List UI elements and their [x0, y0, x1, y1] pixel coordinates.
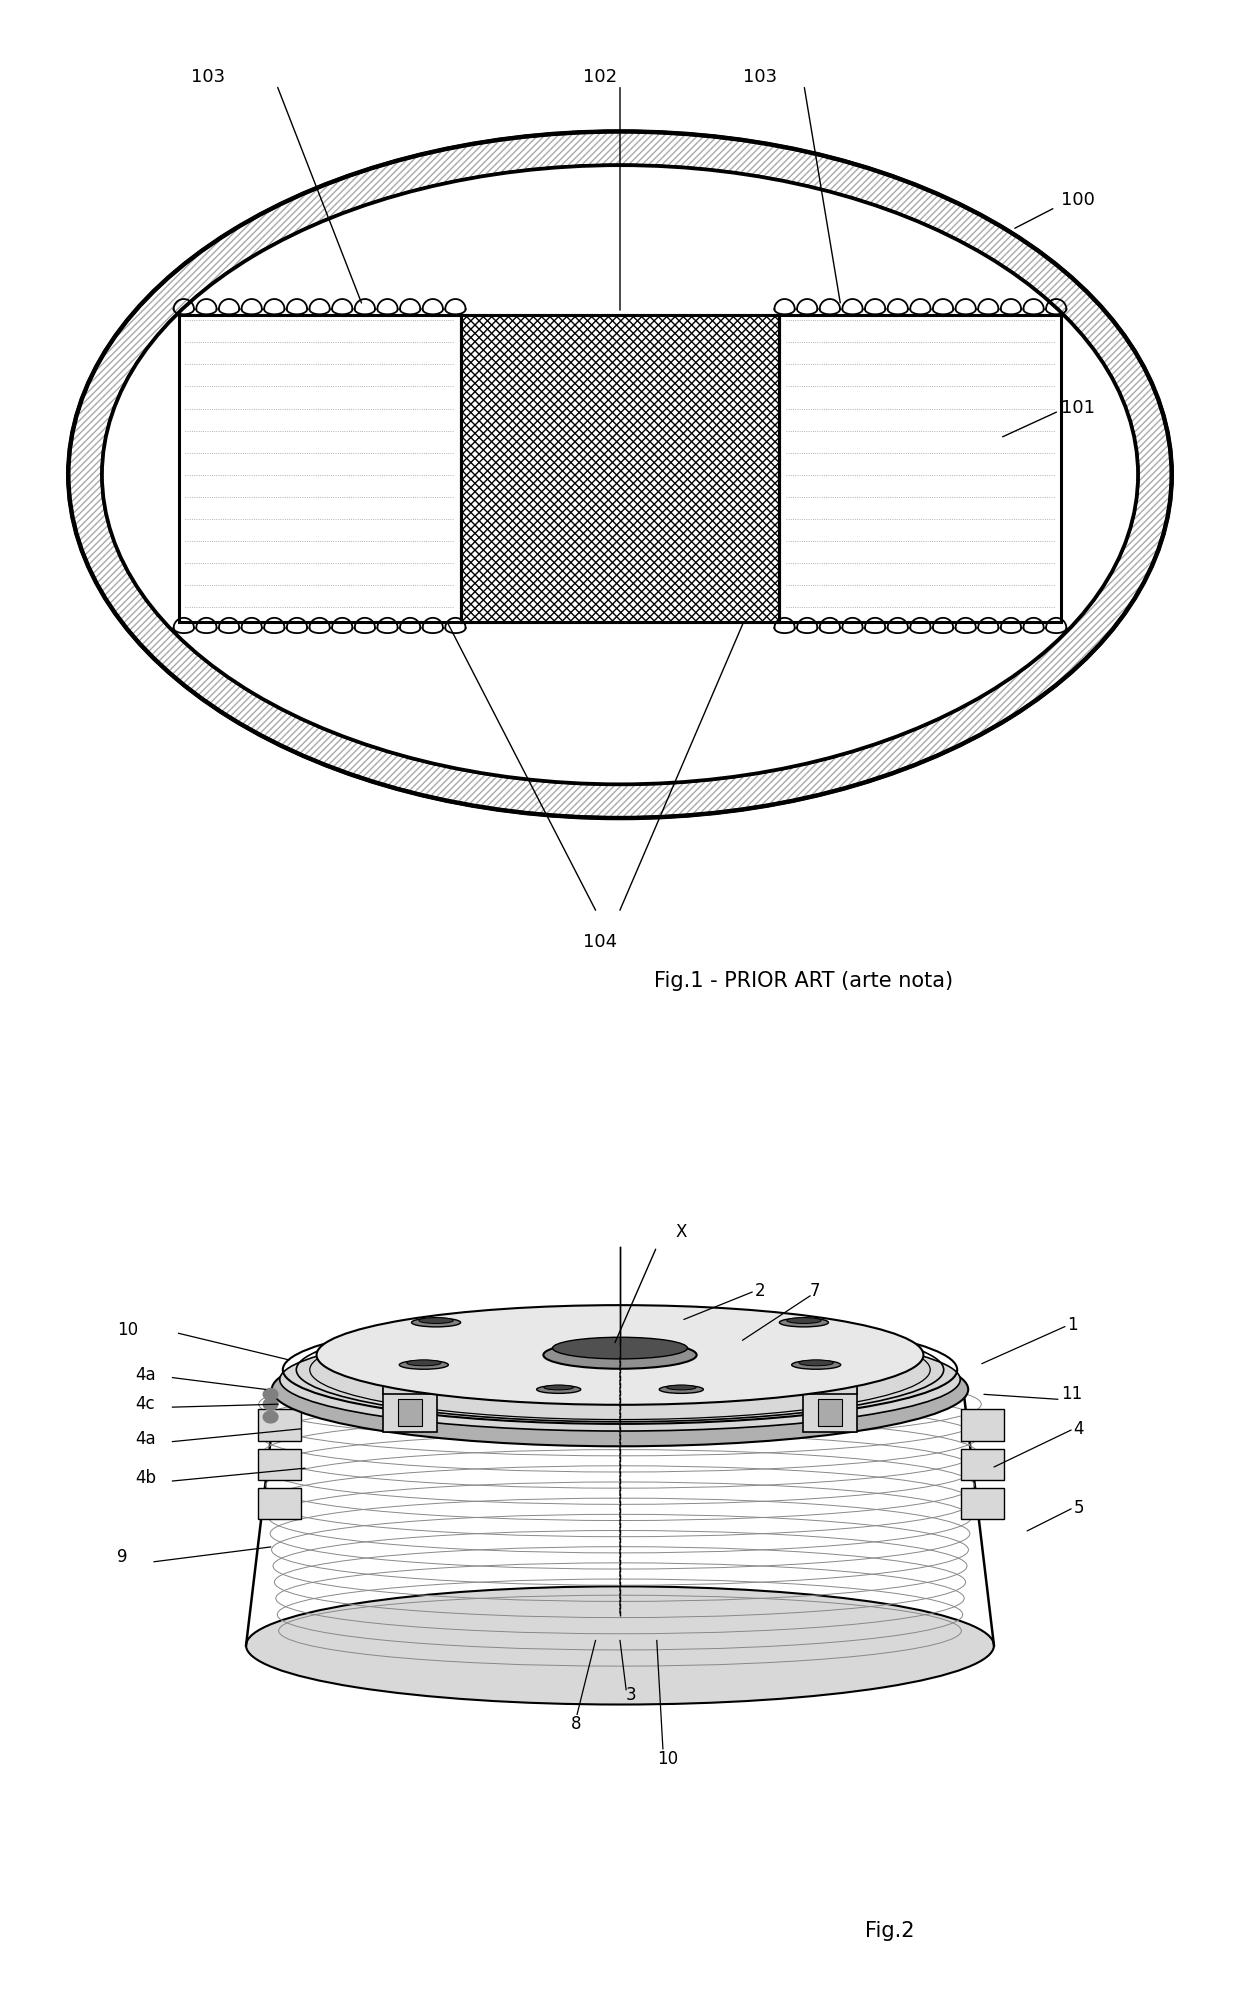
FancyBboxPatch shape: [383, 1388, 436, 1432]
Bar: [780, 316, 1061, 621]
Bar: [460, 316, 780, 621]
Ellipse shape: [324, 1308, 916, 1402]
Ellipse shape: [786, 1318, 821, 1324]
Ellipse shape: [407, 1360, 441, 1366]
Text: 104: 104: [583, 933, 618, 951]
Text: 103: 103: [743, 68, 776, 86]
Bar: [258, 1410, 301, 1440]
Bar: [817, 1360, 842, 1388]
Text: 2: 2: [755, 1282, 765, 1300]
Text: 5: 5: [1074, 1498, 1084, 1516]
Ellipse shape: [412, 1318, 460, 1326]
Text: 11: 11: [1061, 1386, 1083, 1404]
Ellipse shape: [419, 1318, 454, 1324]
Ellipse shape: [791, 1360, 841, 1370]
Text: 7: 7: [810, 1282, 821, 1300]
Text: 4: 4: [1074, 1420, 1084, 1438]
Circle shape: [263, 1398, 278, 1410]
Text: 4a: 4a: [135, 1366, 156, 1384]
Text: X: X: [675, 1222, 687, 1240]
Ellipse shape: [544, 1386, 573, 1390]
FancyBboxPatch shape: [804, 1350, 857, 1394]
Ellipse shape: [543, 1342, 697, 1368]
Ellipse shape: [799, 1360, 833, 1366]
Circle shape: [263, 1412, 278, 1424]
Ellipse shape: [399, 1360, 449, 1370]
Bar: [817, 1398, 842, 1426]
Ellipse shape: [553, 1338, 687, 1358]
Ellipse shape: [537, 1386, 580, 1394]
Text: 8: 8: [570, 1715, 582, 1733]
Text: 100: 100: [1061, 192, 1095, 210]
Text: 4a: 4a: [135, 1430, 156, 1448]
Bar: [961, 1488, 1003, 1520]
FancyBboxPatch shape: [804, 1388, 857, 1432]
Bar: [258, 1448, 301, 1480]
Ellipse shape: [667, 1386, 696, 1390]
Text: 10: 10: [118, 1322, 139, 1340]
Text: 9: 9: [118, 1548, 128, 1566]
Ellipse shape: [102, 166, 1138, 785]
Ellipse shape: [272, 1332, 968, 1446]
Text: 4c: 4c: [135, 1396, 155, 1414]
Bar: [961, 1410, 1003, 1440]
Text: Fig.1 - PRIOR ART (arte nota): Fig.1 - PRIOR ART (arte nota): [655, 971, 954, 991]
Text: 103: 103: [191, 68, 224, 86]
Text: 1: 1: [1068, 1316, 1078, 1334]
Text: 4b: 4b: [135, 1470, 156, 1488]
Text: 3: 3: [626, 1685, 637, 1703]
FancyBboxPatch shape: [383, 1350, 436, 1394]
Ellipse shape: [780, 1318, 828, 1326]
Text: 10: 10: [657, 1749, 678, 1767]
Text: Fig.2: Fig.2: [866, 1921, 914, 1941]
Bar: [179, 316, 460, 621]
Ellipse shape: [246, 1586, 994, 1705]
Bar: [398, 1360, 423, 1388]
Bar: [460, 316, 780, 621]
Ellipse shape: [310, 1320, 930, 1420]
Bar: [258, 1488, 301, 1520]
Circle shape: [263, 1388, 278, 1400]
Text: 102: 102: [583, 68, 618, 86]
Ellipse shape: [316, 1306, 924, 1404]
Bar: [961, 1448, 1003, 1480]
Ellipse shape: [102, 166, 1138, 785]
Bar: [398, 1398, 423, 1426]
Ellipse shape: [660, 1386, 703, 1394]
Text: 101: 101: [1061, 399, 1095, 417]
Ellipse shape: [280, 1328, 960, 1432]
